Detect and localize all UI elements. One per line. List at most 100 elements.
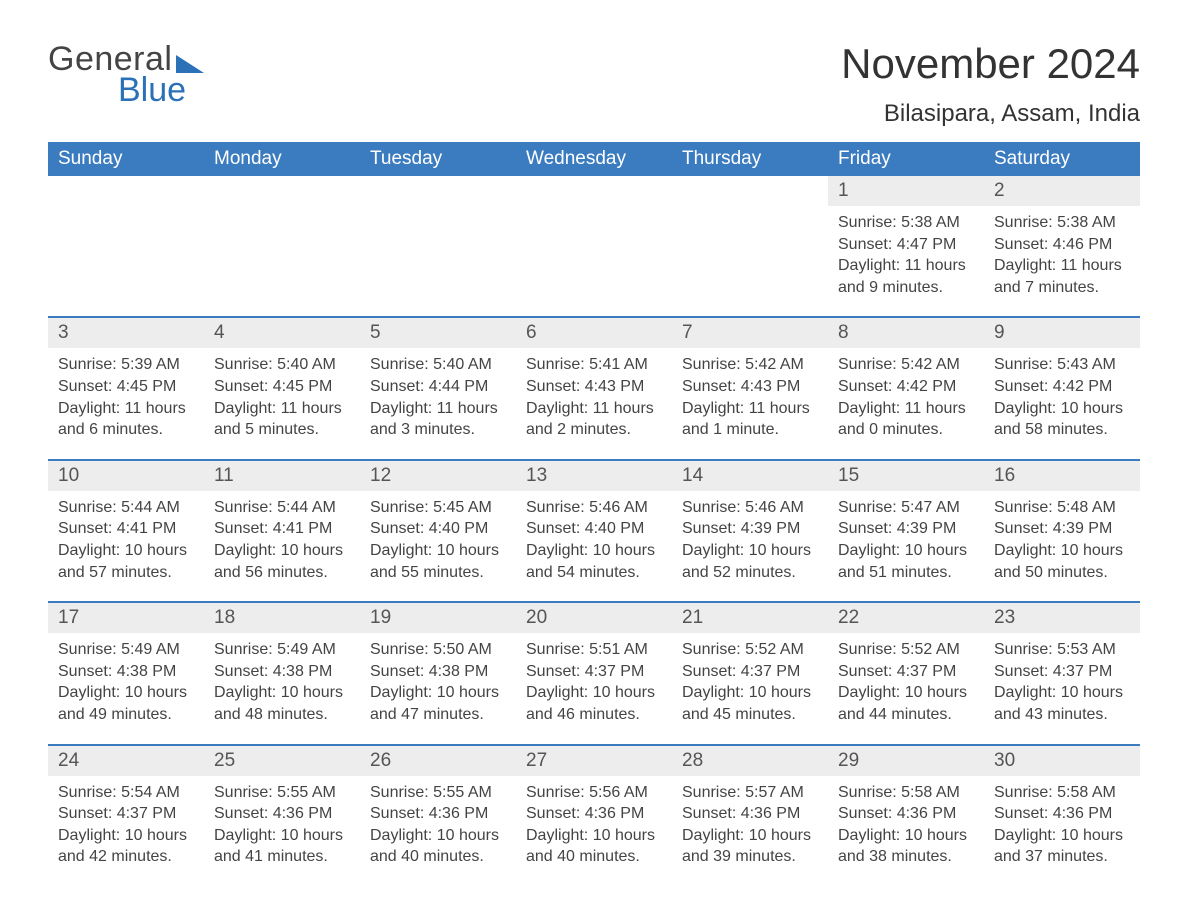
day-sunset: Sunset: 4:47 PM bbox=[838, 234, 974, 256]
day-details: Sunrise: 5:52 AMSunset: 4:37 PMDaylight:… bbox=[828, 633, 984, 725]
day-number: 29 bbox=[828, 746, 984, 776]
day-daylight2: and 50 minutes. bbox=[994, 562, 1130, 584]
calendar-table: Sunday Monday Tuesday Wednesday Thursday… bbox=[48, 142, 1140, 886]
day-sunset: Sunset: 4:41 PM bbox=[58, 518, 194, 540]
day-details: Sunrise: 5:42 AMSunset: 4:43 PMDaylight:… bbox=[672, 348, 828, 440]
weekday-header: Saturday bbox=[984, 142, 1140, 176]
day-number: 5 bbox=[360, 318, 516, 348]
day-details: Sunrise: 5:44 AMSunset: 4:41 PMDaylight:… bbox=[48, 491, 204, 583]
day-daylight1: Daylight: 10 hours bbox=[526, 825, 662, 847]
day-details: Sunrise: 5:45 AMSunset: 4:40 PMDaylight:… bbox=[360, 491, 516, 583]
day-sunrise: Sunrise: 5:49 AM bbox=[58, 639, 194, 661]
day-details: Sunrise: 5:51 AMSunset: 4:37 PMDaylight:… bbox=[516, 633, 672, 725]
day-sunset: Sunset: 4:37 PM bbox=[994, 661, 1130, 683]
day-daylight2: and 41 minutes. bbox=[214, 846, 350, 868]
day-details: Sunrise: 5:58 AMSunset: 4:36 PMDaylight:… bbox=[828, 776, 984, 868]
day-sunset: Sunset: 4:36 PM bbox=[994, 803, 1130, 825]
header: General Blue November 2024 Bilasipara, A… bbox=[48, 40, 1140, 128]
day-details: Sunrise: 5:46 AMSunset: 4:39 PMDaylight:… bbox=[672, 491, 828, 583]
day-daylight2: and 1 minute. bbox=[682, 419, 818, 441]
day-sunrise: Sunrise: 5:57 AM bbox=[682, 782, 818, 804]
day-sunset: Sunset: 4:45 PM bbox=[58, 376, 194, 398]
day-sunset: Sunset: 4:36 PM bbox=[838, 803, 974, 825]
day-details: Sunrise: 5:41 AMSunset: 4:43 PMDaylight:… bbox=[516, 348, 672, 440]
day-daylight2: and 40 minutes. bbox=[370, 846, 506, 868]
day-daylight2: and 7 minutes. bbox=[994, 277, 1130, 299]
day-details: Sunrise: 5:53 AMSunset: 4:37 PMDaylight:… bbox=[984, 633, 1140, 725]
day-daylight1: Daylight: 10 hours bbox=[214, 825, 350, 847]
calendar-day-cell: 2Sunrise: 5:38 AMSunset: 4:46 PMDaylight… bbox=[984, 176, 1140, 317]
day-daylight1: Daylight: 11 hours bbox=[994, 255, 1130, 277]
day-number: 13 bbox=[516, 461, 672, 491]
day-number: 22 bbox=[828, 603, 984, 633]
day-daylight2: and 38 minutes. bbox=[838, 846, 974, 868]
day-sunrise: Sunrise: 5:53 AM bbox=[994, 639, 1130, 661]
day-sunset: Sunset: 4:37 PM bbox=[58, 803, 194, 825]
day-details: Sunrise: 5:54 AMSunset: 4:37 PMDaylight:… bbox=[48, 776, 204, 868]
weekday-header: Wednesday bbox=[516, 142, 672, 176]
day-number: 15 bbox=[828, 461, 984, 491]
day-daylight2: and 44 minutes. bbox=[838, 704, 974, 726]
day-sunset: Sunset: 4:45 PM bbox=[214, 376, 350, 398]
day-sunrise: Sunrise: 5:47 AM bbox=[838, 497, 974, 519]
calendar-day-cell: 22Sunrise: 5:52 AMSunset: 4:37 PMDayligh… bbox=[828, 602, 984, 744]
day-sunrise: Sunrise: 5:55 AM bbox=[370, 782, 506, 804]
logo: General Blue bbox=[48, 40, 204, 110]
calendar-day-cell: . bbox=[48, 176, 204, 317]
weekday-header: Thursday bbox=[672, 142, 828, 176]
day-details: Sunrise: 5:52 AMSunset: 4:37 PMDaylight:… bbox=[672, 633, 828, 725]
calendar-day-cell: . bbox=[516, 176, 672, 317]
day-daylight2: and 55 minutes. bbox=[370, 562, 506, 584]
day-daylight1: Daylight: 10 hours bbox=[214, 540, 350, 562]
day-number: 18 bbox=[204, 603, 360, 633]
weekday-header-row: Sunday Monday Tuesday Wednesday Thursday… bbox=[48, 142, 1140, 176]
calendar-day-cell: 18Sunrise: 5:49 AMSunset: 4:38 PMDayligh… bbox=[204, 602, 360, 744]
calendar-day-cell: 10Sunrise: 5:44 AMSunset: 4:41 PMDayligh… bbox=[48, 460, 204, 602]
day-daylight1: Daylight: 10 hours bbox=[214, 682, 350, 704]
day-sunrise: Sunrise: 5:38 AM bbox=[994, 212, 1130, 234]
calendar-day-cell: 26Sunrise: 5:55 AMSunset: 4:36 PMDayligh… bbox=[360, 745, 516, 886]
day-number: 30 bbox=[984, 746, 1140, 776]
day-details: Sunrise: 5:40 AMSunset: 4:44 PMDaylight:… bbox=[360, 348, 516, 440]
calendar-day-cell: 3Sunrise: 5:39 AMSunset: 4:45 PMDaylight… bbox=[48, 317, 204, 459]
day-sunrise: Sunrise: 5:42 AM bbox=[682, 354, 818, 376]
calendar-day-cell: 20Sunrise: 5:51 AMSunset: 4:37 PMDayligh… bbox=[516, 602, 672, 744]
day-sunrise: Sunrise: 5:43 AM bbox=[994, 354, 1130, 376]
day-number: 2 bbox=[984, 176, 1140, 206]
day-number: 9 bbox=[984, 318, 1140, 348]
calendar-week-row: 17Sunrise: 5:49 AMSunset: 4:38 PMDayligh… bbox=[48, 602, 1140, 744]
day-daylight2: and 2 minutes. bbox=[526, 419, 662, 441]
day-daylight1: Daylight: 10 hours bbox=[994, 682, 1130, 704]
weekday-header: Friday bbox=[828, 142, 984, 176]
calendar-day-cell: 19Sunrise: 5:50 AMSunset: 4:38 PMDayligh… bbox=[360, 602, 516, 744]
day-number: 8 bbox=[828, 318, 984, 348]
day-number: 11 bbox=[204, 461, 360, 491]
day-number: 23 bbox=[984, 603, 1140, 633]
day-sunrise: Sunrise: 5:58 AM bbox=[838, 782, 974, 804]
day-number: 7 bbox=[672, 318, 828, 348]
day-sunset: Sunset: 4:36 PM bbox=[526, 803, 662, 825]
day-sunrise: Sunrise: 5:50 AM bbox=[370, 639, 506, 661]
day-daylight1: Daylight: 10 hours bbox=[682, 682, 818, 704]
day-daylight1: Daylight: 10 hours bbox=[370, 540, 506, 562]
day-daylight2: and 37 minutes. bbox=[994, 846, 1130, 868]
day-details: Sunrise: 5:55 AMSunset: 4:36 PMDaylight:… bbox=[360, 776, 516, 868]
day-sunset: Sunset: 4:40 PM bbox=[526, 518, 662, 540]
day-sunset: Sunset: 4:37 PM bbox=[526, 661, 662, 683]
day-daylight2: and 45 minutes. bbox=[682, 704, 818, 726]
day-daylight1: Daylight: 10 hours bbox=[838, 825, 974, 847]
day-sunset: Sunset: 4:36 PM bbox=[370, 803, 506, 825]
calendar-day-cell: 9Sunrise: 5:43 AMSunset: 4:42 PMDaylight… bbox=[984, 317, 1140, 459]
day-sunrise: Sunrise: 5:40 AM bbox=[370, 354, 506, 376]
day-details: Sunrise: 5:49 AMSunset: 4:38 PMDaylight:… bbox=[48, 633, 204, 725]
calendar-day-cell: . bbox=[360, 176, 516, 317]
day-daylight2: and 43 minutes. bbox=[994, 704, 1130, 726]
day-number: 27 bbox=[516, 746, 672, 776]
day-daylight1: Daylight: 11 hours bbox=[838, 398, 974, 420]
day-daylight2: and 6 minutes. bbox=[58, 419, 194, 441]
calendar-day-cell: 12Sunrise: 5:45 AMSunset: 4:40 PMDayligh… bbox=[360, 460, 516, 602]
day-daylight2: and 46 minutes. bbox=[526, 704, 662, 726]
day-sunset: Sunset: 4:36 PM bbox=[682, 803, 818, 825]
day-sunset: Sunset: 4:38 PM bbox=[214, 661, 350, 683]
day-sunrise: Sunrise: 5:39 AM bbox=[58, 354, 194, 376]
